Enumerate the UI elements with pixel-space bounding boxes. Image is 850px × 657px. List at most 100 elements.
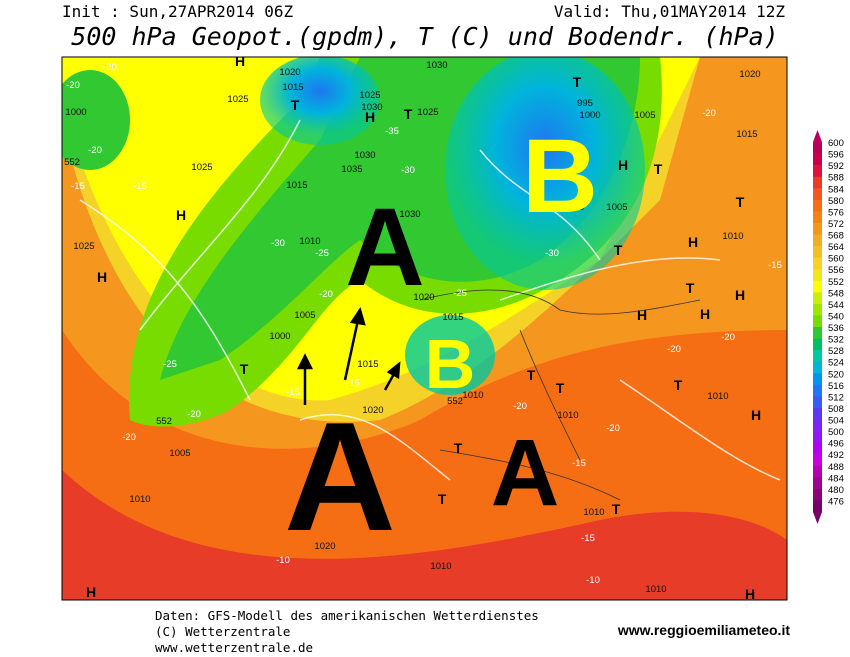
isoline-label: 995 [577,98,593,109]
pressure-center: H [745,586,755,602]
colorbar-swatch [813,488,822,501]
colorbar-label: 568 [828,231,844,242]
colorbar-label: 560 [828,254,844,265]
colorbar-label: 496 [828,439,844,450]
isoline-label: -20 [667,344,681,355]
isoline-label: 1025 [359,90,380,101]
big-letter: A [284,390,396,563]
isoline-label: -20 [88,145,102,156]
isoline-label: -20 [103,62,117,73]
isoline-label: 1010 [462,390,483,401]
colorbar-swatch [813,199,822,212]
colorbar-label: 484 [828,473,844,484]
isoline-label: 1005 [294,310,315,321]
pressure-center: T [686,280,695,296]
website: www.reggioemiliameteo.it [617,622,791,638]
colorbar-swatch [813,315,822,328]
isoline-label: -30 [545,248,559,259]
colorbar-label: 552 [828,277,844,288]
colorbar-swatch [813,153,822,166]
colorbar-swatch [813,303,822,316]
isoline-label: -30 [401,165,415,176]
isoline-label: -15 [286,387,300,398]
isoline-label: 1010 [583,507,604,518]
isoline-label: -10 [586,575,600,586]
isoline-label: 1010 [645,584,666,595]
colorbar-swatch [813,465,822,478]
isoline-label: -20 [122,432,136,443]
isoline-label: 1025 [191,162,212,173]
colorbar-label: 540 [828,311,844,322]
arrows [296,307,401,405]
isoline-label: 552 [64,157,80,168]
isoline-label: 1025 [417,107,438,118]
colorbar-swatch [813,442,822,455]
colorbar-swatch [813,211,822,224]
pressure-center: H [735,287,745,303]
isoline-label: -15 [581,533,595,544]
isoline-label: -25 [453,288,467,299]
isoline-label: 1015 [282,82,303,93]
isoline-label: 1010 [299,236,320,247]
pressure-center: H [618,157,628,173]
colorbar-label: 520 [828,369,844,380]
colorbar-label: 572 [828,219,844,230]
colorbar-label: 564 [828,242,844,253]
isoline-label: 552 [156,416,172,427]
isoline-label: 1010 [707,391,728,402]
isoline-label: 1035 [341,164,362,175]
isoline-label: -15 [572,458,586,469]
colorbar-swatch [813,165,822,177]
colorbar-swatch [813,431,822,443]
colorbar-label: 544 [828,300,844,311]
colorbar-swatch [813,246,822,258]
pressure-center: H [365,109,375,125]
map-title: 500 hPa Geopot.(gpdm), T (C) und Bodendr… [71,22,778,51]
isoline-label: 1000 [65,107,86,118]
pressure-center: H [637,307,647,323]
isoline-label: 1020 [279,67,300,78]
isoline-label: -20 [721,332,735,343]
pressure-center: T [674,377,683,393]
isoline-label: 1015 [442,312,463,323]
isoline-label: 1020 [739,69,760,80]
pressure-center: H [751,407,761,423]
isoline-label: -30 [271,238,285,249]
pressure-center: H [235,53,245,69]
big-letter: A [491,420,560,526]
footer-line: Daten: GFS-Modell des amerikanischen Wet… [155,608,539,623]
colorbar-swatch [813,176,822,189]
isoline-label: -20 [513,401,527,412]
pressure-center: H [97,269,107,285]
colorbar-label: 480 [828,485,844,496]
pressure-center: T [404,106,413,122]
map-frame [61,56,788,601]
isoline-label: 1020 [362,405,383,416]
pressure-center: H [700,306,710,322]
big-letters: AA ABB [284,118,598,563]
colorbar-swatch [813,269,822,282]
isoline-label: 1010 [129,494,150,505]
colorbar-label: 512 [828,392,844,403]
colorbar-label: 524 [828,358,844,369]
colorbar-label: 580 [828,196,844,207]
init-time: Init : Sun,27APR2014 06Z [62,2,294,21]
isoline-label: 1030 [399,209,420,220]
footer-line: www.wetterzentrale.de [155,640,313,655]
valid-time: Valid: Thu,01MAY2014 12Z [554,2,786,21]
isoline-label: 1010 [563,202,584,213]
isoline-label: -20 [187,409,201,420]
pressure-center: T [454,440,463,456]
isoline-label: 1005 [606,202,627,213]
pressure-center: T [736,194,745,210]
isoline-label: -20 [319,289,333,300]
colorbar-swatch [813,477,822,490]
colorbar-label: 516 [828,381,844,392]
colorbar-label: 536 [828,323,844,334]
isoline-label: 1015 [357,359,378,370]
colorbar-swatch [813,280,822,293]
colorbar-swatch [813,142,822,154]
